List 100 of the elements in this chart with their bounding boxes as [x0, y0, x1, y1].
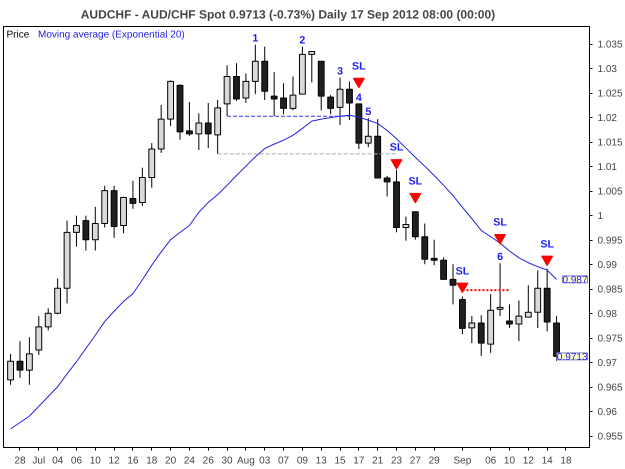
candlestick [44, 308, 52, 331]
x-tick-label: 10 [504, 456, 516, 466]
candlestick [524, 284, 532, 318]
x-tick-label: 15 [334, 456, 346, 466]
y-tick-label: 0.985 [598, 284, 623, 296]
candlestick [130, 180, 136, 210]
data-label: SL [390, 142, 404, 154]
candlestick [186, 101, 193, 136]
candlestick [270, 72, 278, 117]
x-tick-label: 23 [390, 456, 403, 466]
x-tick-label: 06 [70, 456, 82, 466]
x-tick-label: 03 [259, 456, 271, 466]
data-label: SL [456, 265, 470, 278]
data-label: SL [352, 60, 366, 72]
x-tick-label: Aug [237, 456, 255, 466]
x-tick-label: 28 [14, 456, 26, 466]
x-tick-label: 04 [52, 456, 64, 466]
x-tick-label: 06 [485, 456, 497, 466]
candlestick [506, 304, 513, 328]
x-tick-label: 16 [127, 456, 139, 466]
candlestick [280, 82, 287, 115]
data-label: SL [493, 216, 508, 229]
point [352, 78, 365, 88]
x-tick-label: 13 [316, 456, 328, 466]
candlestick [364, 118, 372, 148]
candlestick [327, 94, 334, 115]
candlestick [26, 336, 33, 386]
x-tick-label: 12 [108, 456, 120, 466]
candlestick [16, 340, 24, 378]
x-tick-label: 10 [90, 456, 102, 466]
x-tick-label: 30 [222, 456, 234, 466]
y-tick-label: 0.98 [598, 309, 618, 320]
candlestick [478, 314, 485, 356]
x-tick-label: 14 [542, 456, 554, 466]
x-tick-label: 24 [184, 456, 196, 466]
y-tick-label: 0.97 [598, 358, 618, 370]
candlestick [242, 73, 250, 104]
candlestick [346, 80, 353, 121]
candlestick [73, 215, 80, 248]
x-tick-label: 17 [353, 456, 365, 466]
data-label: SL [540, 238, 554, 250]
x-tick-label: 12 [522, 456, 534, 466]
candlestick [468, 316, 476, 344]
text: 4 [356, 92, 362, 104]
candlestick [515, 300, 522, 342]
x-tick-label: Sep [454, 456, 472, 466]
candlestick [7, 353, 14, 386]
y-tick-label: 0.955 [598, 432, 623, 443]
text: Price [6, 30, 30, 40]
x-tick-label: 27 [410, 456, 422, 466]
x-tick-label: Jul [32, 456, 46, 466]
x-tick-label: 07 [278, 456, 290, 466]
y-tick-label: 1.015 [598, 138, 623, 149]
candlestick [336, 76, 344, 126]
chart-title: AUDCHF - AUD/CHF Spot 0.9713 (-0.73%) Daily 17 Sep 2012 08:00 (00:00) [80, 8, 496, 22]
text: 2 [299, 34, 306, 47]
y-tick-label: 1.025 [598, 88, 623, 100]
candlestick [496, 262, 504, 317]
candlestick [421, 223, 428, 265]
point [409, 192, 422, 204]
point [541, 256, 554, 266]
data-label: SL [408, 176, 423, 188]
x-tick-label: 18 [560, 456, 572, 466]
point [494, 234, 506, 245]
y-tick-label: 1.005 [598, 186, 623, 198]
x-tick-label: 18 [146, 456, 158, 466]
text: Moving average (Exponential 20) [38, 30, 185, 40]
point [390, 159, 403, 170]
x-tick-label: 09 [296, 456, 308, 466]
text: 1 [252, 32, 258, 45]
y-tick-label: 0.965 [598, 382, 623, 394]
candlestick [430, 239, 438, 266]
candlestick [308, 50, 316, 83]
text: 6 [497, 251, 504, 264]
point [456, 282, 468, 294]
candlestick [450, 264, 456, 305]
x-tick-label: 29 [428, 456, 440, 466]
candlestick [290, 76, 296, 111]
candlestick [252, 44, 259, 95]
text: 3 [337, 65, 344, 78]
y-tick-label: 0.96 [598, 407, 618, 418]
y-tick-label: 0.99 [598, 260, 618, 272]
x-tick-label: 20 [165, 456, 177, 466]
y-tick-label: 1.01 [598, 162, 618, 174]
x-tick-label: 26 [202, 456, 214, 466]
candlestick [92, 206, 99, 251]
y-tick-label: 0.975 [598, 334, 623, 345]
y-tick-label: 1 [598, 211, 604, 222]
y-tick-label: 1.03 [598, 64, 618, 76]
y-tick-label: 1.035 [598, 40, 623, 51]
y-tick-label: 1.02 [598, 113, 618, 124]
candlestick [233, 62, 240, 102]
candlestick [195, 112, 202, 151]
candlestick [402, 216, 410, 242]
candlestick [440, 256, 448, 280]
y-tick-label: 0.995 [598, 236, 623, 247]
candlestick [204, 102, 212, 149]
candlestick [384, 175, 391, 198]
x-tick-label: 21 [372, 456, 384, 466]
candlestick [35, 316, 42, 356]
